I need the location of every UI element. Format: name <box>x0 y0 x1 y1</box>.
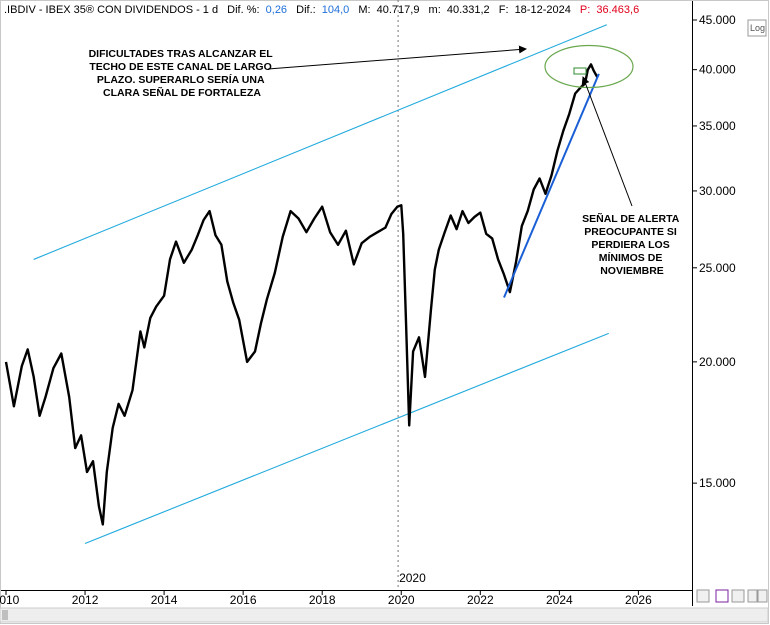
right-note-line-3: PERDIERA LOS <box>591 239 669 251</box>
dif-value: 104,0 <box>322 4 350 16</box>
right-note: SEÑAL DE ALERTA PREOCUPANTE SI PERDIERA … <box>582 212 682 277</box>
x-tick-label: 2016 <box>230 593 257 607</box>
scroll-left-icon[interactable] <box>747 589 758 603</box>
scrollbar-track[interactable] <box>0 607 769 623</box>
crosshair-label: 2020 <box>399 571 426 585</box>
scrollbar-thumb[interactable] <box>2 610 8 620</box>
y-tick-label: 20.000 <box>699 355 736 369</box>
dif-label: Dif.: <box>296 4 316 16</box>
header-line: .IBDIV - IBEX 35® CON DIVIDENDOS - 1 d D… <box>4 4 639 16</box>
right-note-line-4: MÍNIMOS DE <box>599 251 663 264</box>
dif-pct-label: Dif. %: <box>227 4 259 16</box>
x-tick-label: 2012 <box>72 593 99 607</box>
save-icon[interactable] <box>696 589 710 603</box>
x-tick-label: 2024 <box>546 593 573 607</box>
y-tick-label: 35.000 <box>699 119 736 133</box>
x-tick-label: 2026 <box>625 593 652 607</box>
channel-lower-line[interactable] <box>84 332 609 544</box>
y-tick-label: 40.000 <box>699 63 736 77</box>
symbol-text: .IBDIV - IBEX 35® CON DIVIDENDOS - 1 d <box>4 4 218 16</box>
right-note-line-2: PREOCUPANTE SI <box>584 226 677 238</box>
top-note-line-1: DIFICULTADES TRAS ALCANZAR EL <box>89 48 274 60</box>
price-series-line <box>4 63 599 526</box>
november-lows-marker <box>573 67 587 75</box>
x-tick-label: 2020 <box>388 593 415 607</box>
right-note-line-5: NOVIEMBRE <box>600 265 664 277</box>
zoom-icon[interactable] <box>715 589 729 603</box>
x-tick-label: 2010 <box>0 593 20 607</box>
x-tick-label: 2014 <box>151 593 178 607</box>
scroll-right-icon[interactable] <box>757 589 768 603</box>
price-label: P: <box>580 4 590 16</box>
x-axis-ticks: 2010 2012 2014 2016 2018 2020 2022 2024 2026 <box>0 590 652 607</box>
top-note-line-2: TECHO DE ESTE CANAL DE LARGO <box>89 61 271 73</box>
price-value: 36.463,6 <box>596 4 639 16</box>
y-axis-ticks: 45.000 40.000 35.000 30.000 25.000 20.000 15.0… <box>692 13 736 490</box>
log-scale-button[interactable]: Log <box>747 19 767 37</box>
right-note-line-1: SEÑAL DE ALERTA <box>582 212 680 225</box>
date-value: 18-12-2024 <box>515 4 571 16</box>
top-note-arrow <box>267 45 527 70</box>
plot-area[interactable] <box>0 0 692 590</box>
top-note-line-3: PLAZO. SUPERARLO SERÍA UNA <box>97 73 265 86</box>
dif-pct-value: 0,26 <box>266 4 287 16</box>
crosshair: 2020 <box>397 0 426 590</box>
max-label: M: <box>358 4 370 16</box>
support-trendline[interactable] <box>503 73 600 298</box>
log-button-label: Log <box>750 23 765 33</box>
min-label: m: <box>429 4 441 16</box>
x-tick-label: 2018 <box>309 593 336 607</box>
y-tick-label: 45.000 <box>699 13 736 27</box>
y-tick-label: 15.000 <box>699 476 736 490</box>
cursor-icon[interactable] <box>731 589 745 603</box>
x-tick-label: 2022 <box>467 593 494 607</box>
y-tick-label: 25.000 <box>699 261 736 275</box>
resistance-ellipse <box>544 44 634 89</box>
top-note-line-4: CLARA SEÑAL DE FORTALEZA <box>103 86 261 99</box>
scrollbar-controls <box>0 589 769 623</box>
channel-upper-line[interactable] <box>33 24 607 260</box>
top-note: DIFICULTADES TRAS ALCANZAR EL TECHO DE E… <box>89 48 276 99</box>
date-label: F: <box>499 4 509 16</box>
min-value: 40.331,2 <box>447 4 490 16</box>
y-tick-label: 30.000 <box>699 184 736 198</box>
right-note-arrow <box>581 76 633 207</box>
